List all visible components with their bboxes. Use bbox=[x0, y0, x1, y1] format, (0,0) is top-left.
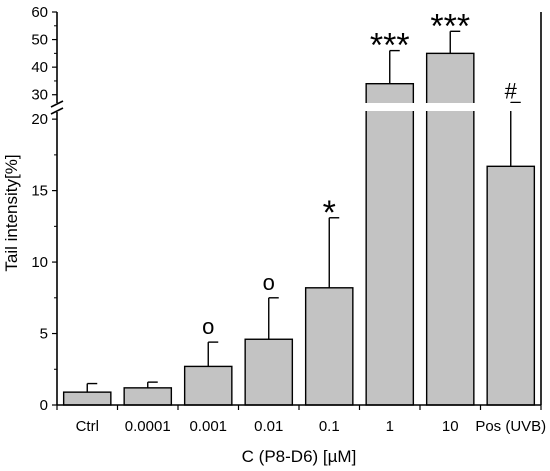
x-tick-label: 0.1 bbox=[319, 418, 340, 435]
x-tick-label: 0.0001 bbox=[125, 418, 171, 435]
y-tick-label: 60 bbox=[31, 4, 48, 21]
axes-layer bbox=[50, 11, 542, 410]
x-tick-label: 0.001 bbox=[189, 418, 227, 435]
bar-10 bbox=[425, 52, 475, 406]
bar-pos-uvb- bbox=[486, 165, 536, 406]
significance-marker: o bbox=[263, 270, 275, 295]
bar-ctrl bbox=[62, 391, 112, 406]
bar-0-01 bbox=[244, 338, 294, 406]
axis-break-layer bbox=[49, 103, 541, 111]
axis-break-band bbox=[49, 103, 541, 111]
axis-break-mark bbox=[50, 107, 64, 115]
axis-break-mark bbox=[50, 100, 64, 108]
bar-0-0001 bbox=[123, 387, 173, 406]
x-tick-label: Pos (UVB) bbox=[475, 418, 546, 435]
y-tick-label: 50 bbox=[31, 32, 48, 49]
y-tick-label: 30 bbox=[31, 87, 48, 104]
bar-0-001 bbox=[183, 365, 233, 406]
y-tick-label: 0 bbox=[40, 397, 48, 414]
x-axis-title: C (P8-D6) [µM] bbox=[242, 447, 357, 466]
error-bars-layer bbox=[86, 30, 521, 393]
significance-marker: *** bbox=[430, 7, 470, 45]
significance-marker: *** bbox=[370, 27, 410, 65]
y-tick-label: 5 bbox=[40, 326, 48, 343]
significance-marker: * bbox=[323, 194, 336, 232]
y-tick-label: 15 bbox=[31, 183, 48, 200]
x-tick-label: Ctrl bbox=[76, 418, 99, 435]
y-axis-title: Tail intensity[%] bbox=[2, 154, 21, 271]
y-tick-label: 20 bbox=[31, 111, 48, 128]
significance-marker: o bbox=[202, 314, 214, 339]
bar-0-1 bbox=[304, 287, 354, 406]
significance-marker: # bbox=[505, 78, 518, 103]
x-tick-label: 0.01 bbox=[254, 418, 283, 435]
x-tick-label: 10 bbox=[442, 418, 459, 435]
x-tick-label: 1 bbox=[386, 418, 394, 435]
bar-1 bbox=[365, 82, 415, 406]
y-tick-label: 10 bbox=[31, 254, 48, 271]
labels-layer: Ctrl 0.0001 0.001 o 0.01 o 0.1 * 1 *** 10 *** Pos (U… bbox=[31, 4, 546, 435]
y-tick-label: 40 bbox=[31, 59, 48, 76]
